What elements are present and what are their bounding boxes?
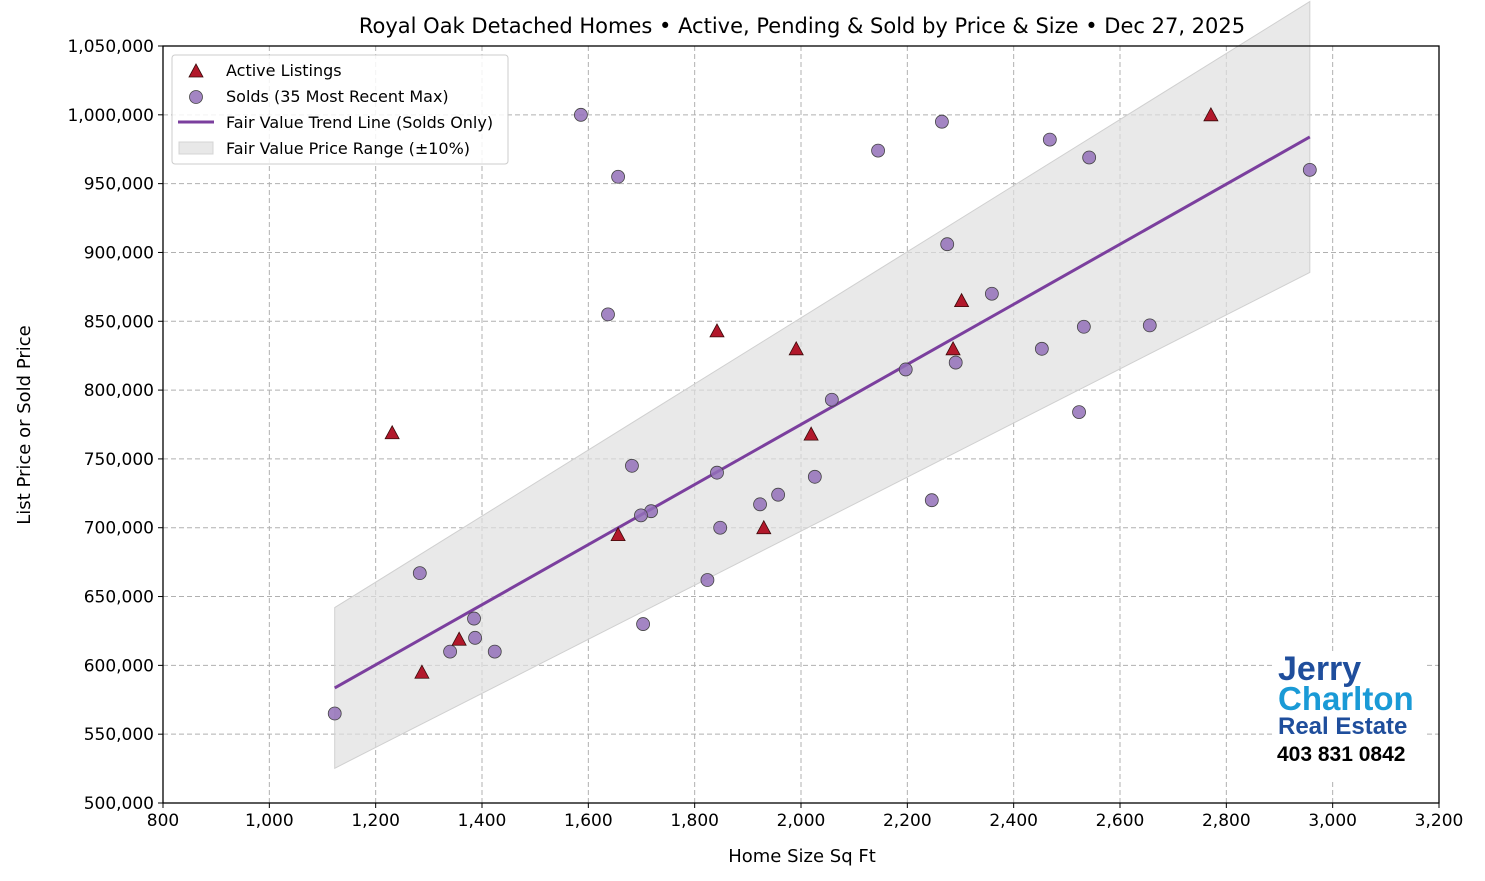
x-tick-label: 1,000: [245, 811, 294, 831]
x-tick-label: 2,000: [777, 811, 826, 831]
sold-point: [1072, 405, 1086, 420]
y-tick-label: 1,050,000: [67, 37, 154, 57]
active-listing-point: [610, 526, 626, 542]
active-listing-point: [451, 631, 467, 646]
sold-point: [924, 493, 939, 508]
x-tick-label: 1,800: [670, 811, 719, 831]
sold-point: [487, 644, 502, 659]
legend: Active Listings Solds (35 Most Recent Ma…: [171, 54, 509, 165]
active-listing-point: [803, 426, 819, 441]
sold-point: [713, 520, 728, 535]
active-listing-point: [384, 424, 400, 440]
sold-point: [327, 706, 342, 721]
active-listing-point: [709, 323, 725, 338]
sold-point: [824, 392, 839, 407]
sold-point: [771, 487, 786, 502]
legend-label: Active Listings: [226, 61, 342, 80]
sold-point: [1142, 318, 1157, 333]
y-tick-label: 650,000: [84, 588, 154, 608]
y-tick-label: 600,000: [84, 656, 154, 676]
sold-point: [634, 508, 648, 523]
sold-point: [984, 286, 999, 301]
trend-line: [333, 135, 1311, 690]
sold-point: [871, 143, 885, 158]
sold-point: [940, 237, 955, 252]
x-tick-label: 2,600: [1096, 811, 1145, 831]
y-tick-label: 500,000: [84, 794, 154, 814]
sold-point: [807, 469, 822, 484]
sold-point: [412, 566, 427, 581]
legend-label: Solds (35 Most Recent Max): [226, 87, 449, 106]
x-tick-label: 3,000: [1308, 811, 1357, 831]
active-listing-point: [756, 519, 772, 535]
sold-point: [443, 644, 458, 659]
y-tick-label: 750,000: [84, 450, 154, 470]
sold-point: [1082, 150, 1097, 165]
y-tick-label: 850,000: [84, 312, 154, 332]
x-tick-label: 1,600: [564, 811, 613, 831]
sold-point: [601, 307, 615, 322]
y-tick-label: 950,000: [84, 175, 154, 195]
x-axis-label: Home Size Sq Ft: [728, 846, 876, 867]
logo-charlton: Charlton: [1278, 680, 1414, 717]
y-tick-label: 700,000: [84, 519, 154, 539]
sold-point: [1076, 319, 1091, 334]
sold-point: [1302, 162, 1317, 177]
sold-point: [636, 617, 650, 631]
x-tick-label: 1,200: [351, 811, 400, 831]
legend-band-icon: [178, 141, 214, 155]
sold-point: [753, 497, 767, 512]
active-listing-point: [945, 340, 961, 356]
active-listing-point: [953, 292, 970, 308]
logo-real-estate: Real Estate: [1278, 713, 1408, 740]
y-tick-label: 900,000: [84, 243, 154, 263]
logo-jerry: Jerry: [1278, 650, 1362, 688]
y-tick-label: 1,000,000: [67, 106, 154, 126]
sold-point: [710, 465, 724, 480]
legend-circle-icon: [189, 90, 203, 104]
y-tick-label: 800,000: [84, 381, 154, 401]
legend-label: Fair Value Price Range (±10%): [226, 139, 470, 158]
x-tick-label: 2,800: [1202, 811, 1251, 831]
sold-point: [948, 355, 963, 370]
sold-point: [700, 573, 715, 587]
sold-point: [573, 107, 588, 122]
sold-point: [934, 114, 949, 129]
chart-title: Royal Oak Detached Homes • Active, Pendi…: [359, 14, 1245, 38]
logo-phone: 403 831 0842: [1277, 743, 1406, 766]
active-listing-point: [414, 664, 430, 679]
active-listing-point: [1203, 106, 1219, 122]
y-tick-label: 550,000: [84, 725, 154, 745]
sold-point: [898, 362, 913, 377]
sold-point: [1042, 132, 1057, 147]
sold-point: [1034, 341, 1049, 356]
sold-point: [467, 611, 481, 626]
sold-point: [468, 630, 482, 645]
x-tick-label: 2,400: [989, 811, 1038, 831]
active-listing-point: [788, 340, 804, 356]
brand-logo: Jerry Charlton Real Estate 403 831 0842: [1272, 652, 1427, 782]
x-tick-label: 1,400: [458, 811, 507, 831]
x-tick-label: 3,200: [1415, 811, 1464, 831]
legend-label: Fair Value Trend Line (Solds Only): [226, 113, 493, 132]
legend-triangle-icon: [188, 63, 204, 78]
x-tick-label: 2,200: [883, 811, 932, 831]
y-axis-label: List Price or Sold Price: [14, 325, 35, 524]
sold-point: [611, 169, 626, 184]
sold-point: [625, 458, 639, 473]
x-tick-label: 800: [147, 811, 179, 831]
